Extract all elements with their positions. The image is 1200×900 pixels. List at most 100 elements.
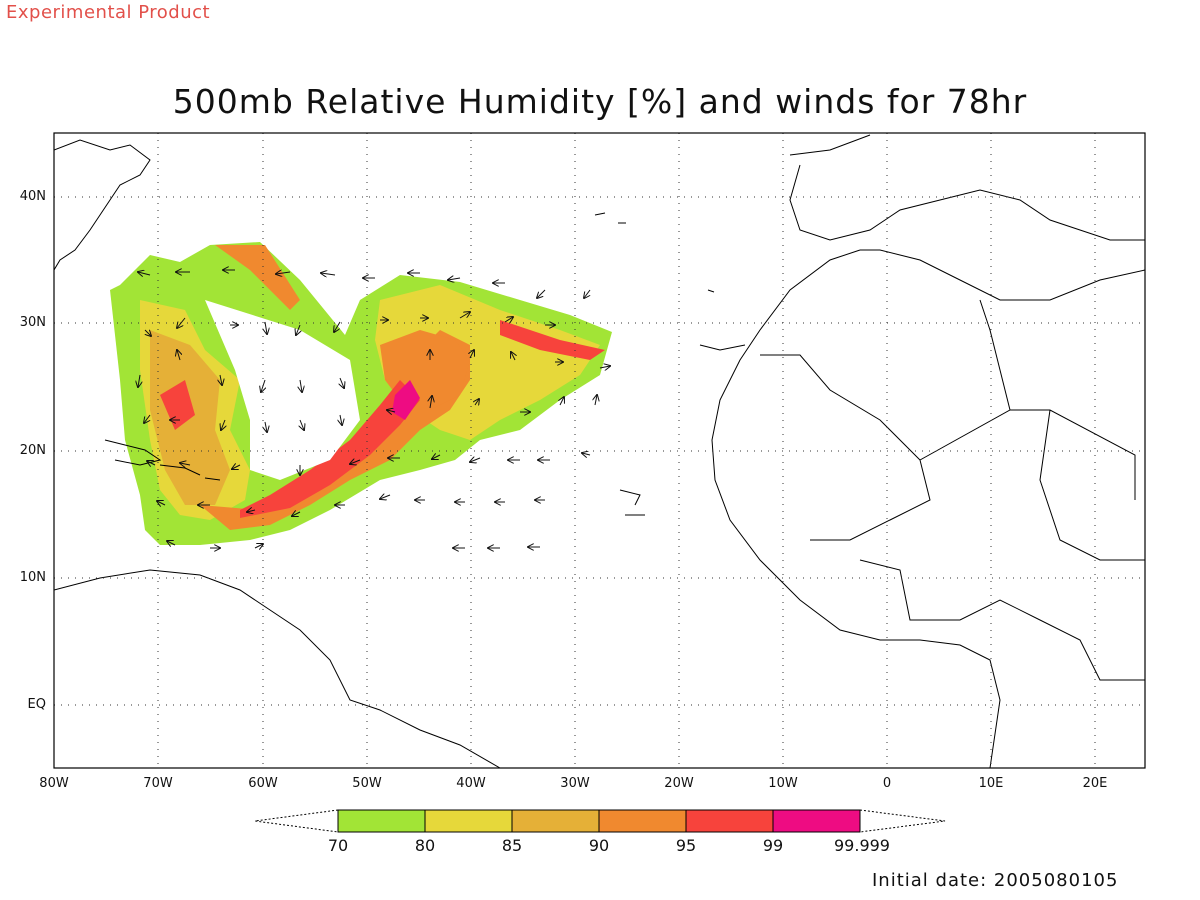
wind-arrow	[265, 421, 267, 432]
y-tick-label: 30N	[19, 315, 46, 330]
colorbar	[254, 809, 946, 833]
colorbar-swatch	[685, 809, 774, 833]
rh-95-band	[240, 380, 420, 518]
wind-arrow	[147, 461, 156, 465]
experimental-product-label: Experimental Product	[6, 2, 211, 23]
colorbar-left-extension	[254, 809, 339, 833]
wind-arrow	[247, 510, 256, 512]
wind-arrow	[475, 399, 479, 405]
north-america-coast	[54, 139, 151, 271]
wind-arrow	[145, 330, 151, 336]
x-tick-label: 10E	[978, 776, 1004, 791]
wind-arrow	[292, 512, 301, 516]
europe-coast	[789, 134, 1145, 241]
wind-arrow	[180, 463, 191, 465]
rh-95-patch	[160, 380, 195, 430]
wind-arrow	[432, 455, 441, 459]
x-tick-label: 50W	[352, 776, 382, 791]
wind-arrow	[276, 272, 291, 274]
rh-99-core	[392, 380, 420, 420]
wind-arrow	[144, 414, 151, 423]
wind-arrow	[560, 397, 564, 406]
wind-vectors	[138, 270, 610, 548]
africa-coast	[711, 249, 1145, 768]
x-tick-label: 40W	[456, 776, 486, 791]
colorbar-swatch	[511, 809, 600, 833]
colorbar-label: 95	[675, 836, 697, 855]
wind-arrow	[340, 414, 342, 425]
colorbar-label: 85	[501, 836, 523, 855]
rh-streak	[500, 320, 605, 360]
colorbar-label: 90	[588, 836, 610, 855]
wind-arrow	[300, 419, 304, 430]
x-tick-label: 10W	[768, 776, 798, 791]
map-area	[54, 133, 1145, 768]
wind-arrow	[296, 324, 300, 335]
colorbar-label: 80	[414, 836, 436, 855]
y-tick-label: 20N	[19, 443, 46, 458]
map-title: 500mb Relative Humidity [%] and winds fo…	[172, 82, 1028, 121]
wind-arrow	[511, 352, 515, 361]
wind-arrow	[595, 395, 597, 406]
y-tick-label: EQ	[27, 697, 46, 712]
wind-arrow	[459, 312, 470, 319]
wind-arrow	[265, 321, 267, 334]
x-tick-label: 30W	[560, 776, 590, 791]
wind-arrow	[470, 458, 481, 462]
wind-arrow	[138, 374, 140, 387]
wind-arrow	[177, 350, 180, 361]
x-tick-label: 60W	[248, 776, 278, 791]
y-tick-label: 10N	[19, 570, 46, 585]
colorbar-label: 99	[762, 836, 784, 855]
x-tick-label: 20E	[1082, 776, 1108, 791]
wind-arrow	[254, 544, 263, 548]
wind-arrow	[167, 541, 176, 545]
wind-arrow	[582, 453, 591, 455]
south-america-coast	[54, 569, 501, 768]
colorbar-right-extension	[859, 809, 946, 833]
wind-arrow	[300, 379, 302, 392]
x-tick-label: 70W	[143, 776, 173, 791]
wind-arrow	[430, 396, 432, 409]
coastlines	[54, 134, 1145, 768]
graticule	[54, 133, 1145, 768]
gulf-of-guinea-coast	[859, 559, 1145, 681]
wind-arrow	[340, 377, 344, 388]
map-frame	[53, 132, 1146, 769]
wind-arrow	[220, 374, 222, 385]
caribbean-islands	[104, 439, 221, 481]
wind-arrow	[350, 460, 361, 464]
colorbar-swatch	[598, 809, 687, 833]
wind-arrow	[504, 317, 513, 322]
wind-arrow	[334, 321, 341, 332]
rh-patch-north	[215, 245, 300, 310]
atlantic-islands	[594, 212, 746, 516]
x-tick-label: 0	[882, 776, 892, 791]
wind-arrow	[232, 465, 241, 469]
colorbar-label: 70	[327, 836, 349, 855]
wind-arrow	[537, 289, 546, 298]
wind-arrow	[470, 350, 474, 359]
wind-arrow	[138, 272, 151, 275]
wind-arrow	[261, 379, 265, 392]
dry-slot	[205, 300, 360, 480]
wind-arrow	[177, 317, 186, 328]
wind-arrow	[157, 501, 166, 505]
wind-arrow	[387, 410, 396, 412]
wind-arrow	[448, 278, 461, 280]
africa-borders	[760, 299, 1145, 561]
wind-arrow	[321, 273, 336, 275]
x-tick-label: 20W	[664, 776, 694, 791]
y-tick-label: 40N	[19, 189, 46, 204]
wind-arrow	[599, 366, 610, 368]
colorbar-swatch	[772, 809, 861, 833]
wind-arrow	[380, 495, 391, 499]
wind-arrow	[221, 419, 225, 430]
x-tick-label: 80W	[39, 776, 69, 791]
initial-date: Initial date: 2005080105	[872, 870, 1119, 891]
colorbar-swatch	[424, 809, 513, 833]
wind-arrow	[584, 289, 591, 298]
colorbar-swatch	[337, 809, 426, 833]
colorbar-label: 99.999	[834, 836, 890, 855]
